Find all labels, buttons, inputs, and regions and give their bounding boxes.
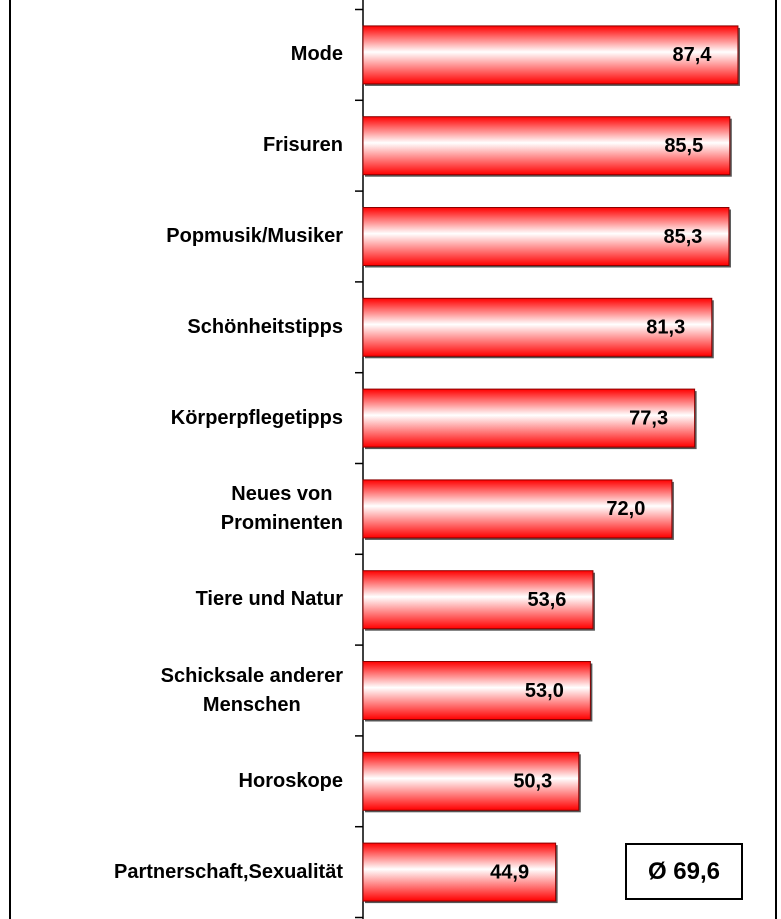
value-label: 81,3 xyxy=(646,317,685,339)
bar xyxy=(362,661,591,720)
category-text: Tiere und Natur xyxy=(195,588,343,611)
value-label: 85,5 xyxy=(664,135,703,157)
category-text: Popmusik/Musiker xyxy=(166,225,343,247)
category-text: Mode xyxy=(290,43,343,66)
category-label: Schicksale anderer Menschen xyxy=(161,651,343,731)
value-label: 87,4 xyxy=(672,44,712,66)
category-label: Popmusik/Musiker xyxy=(166,197,343,277)
bar xyxy=(362,751,580,811)
average-box: Ø 69,6 xyxy=(625,843,743,900)
bar xyxy=(362,207,730,266)
value-label: 53,0 xyxy=(525,680,564,702)
category-text: Horoskope xyxy=(238,769,343,792)
frame xyxy=(9,0,777,919)
category-text: Schönheitstipps xyxy=(187,315,343,338)
value-label: 77,3 xyxy=(629,407,668,429)
category-label: Körperpflegetipps xyxy=(171,378,343,458)
category-text: Körperpflegetipps xyxy=(170,406,343,429)
value-label: 72,0 xyxy=(606,498,645,520)
category-label: Tiere und Natur xyxy=(196,560,343,640)
category-label: Neues von Prominenten xyxy=(221,469,343,549)
category-text: Frisuren xyxy=(262,134,343,157)
bar xyxy=(362,388,696,448)
category-label: Partnerschaft,Sexualität xyxy=(114,832,343,912)
value-label: 50,3 xyxy=(513,771,552,793)
bar xyxy=(362,25,739,85)
category-text: Schicksale anderer Menschen xyxy=(160,664,343,716)
bar xyxy=(362,116,731,176)
value-label: 85,3 xyxy=(663,226,702,248)
category-label: Schönheitstipps xyxy=(187,287,343,367)
category-label: Mode xyxy=(291,15,343,95)
bar xyxy=(362,479,673,539)
value-label: 53,6 xyxy=(527,589,566,611)
category-text: Partnerschaft,Sexualität xyxy=(114,860,343,883)
bar xyxy=(362,842,557,902)
category-label: Horoskope xyxy=(239,741,343,821)
bar xyxy=(362,297,713,357)
category-text: Neues von Prominenten xyxy=(220,482,343,534)
bar xyxy=(362,570,594,630)
category-label: Frisuren xyxy=(263,106,343,186)
value-label: 44,9 xyxy=(490,861,529,883)
